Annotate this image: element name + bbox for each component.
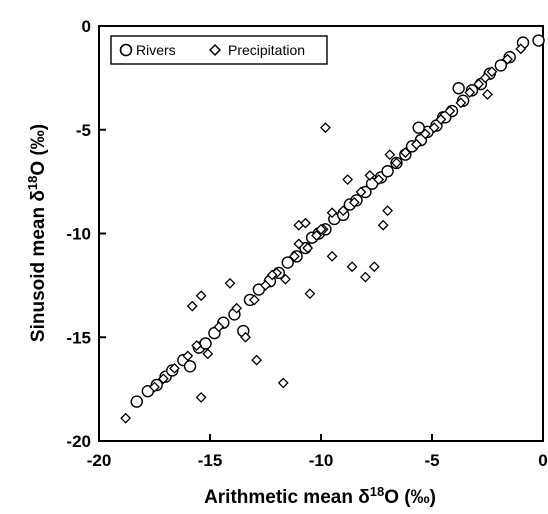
precipitation-point — [260, 279, 271, 291]
precipitation-point — [384, 149, 396, 161]
precipitation-point — [293, 238, 305, 250]
precipitation-point — [157, 373, 169, 385]
river-point — [281, 256, 294, 269]
precipitation-point — [202, 348, 214, 360]
x-tick-label: -20 — [87, 451, 112, 470]
precipitation-point — [224, 277, 236, 289]
river-point — [183, 360, 197, 373]
river-point — [199, 337, 212, 350]
legend-label-precipitation: Precipitation — [228, 42, 305, 58]
precipitation-point — [348, 196, 360, 208]
precipitation-point — [326, 250, 338, 262]
precipitation-point — [311, 230, 322, 241]
precipitation-point — [486, 66, 498, 78]
precipitation-point — [502, 53, 513, 65]
precipitation-point — [149, 381, 160, 393]
precipitation-point — [315, 223, 327, 235]
legend: Rivers Precipitation — [110, 35, 328, 65]
precipitation-point — [191, 340, 203, 351]
precipitation-point — [455, 97, 467, 109]
x-tick-label: -5 — [424, 451, 439, 470]
precipitation-point — [288, 250, 300, 262]
x-tick-label: -15 — [198, 451, 223, 470]
precipitation-point — [346, 261, 358, 273]
precipitation-point — [326, 207, 338, 219]
legend-marker-precipitation — [208, 43, 222, 57]
y-tick-label: -5 — [76, 121, 91, 140]
y-tick-label: -20 — [66, 432, 91, 451]
precipitation-point — [320, 122, 331, 134]
precipitation-point — [231, 302, 243, 314]
precipitation-point — [304, 288, 316, 300]
precipitation-point — [435, 113, 447, 125]
x-axis-title: Arithmetic mean δ18O (‰) — [204, 484, 436, 509]
y-tick-label: -15 — [66, 328, 91, 347]
precipitation-point — [464, 86, 476, 98]
precipitation-point — [364, 169, 376, 181]
river-point — [412, 121, 425, 134]
precipitation-point — [169, 362, 180, 374]
river-point — [130, 395, 143, 408]
precipitation-point — [186, 300, 198, 312]
precipitation-point — [419, 128, 431, 140]
precipitation-point — [342, 174, 354, 185]
river-point — [381, 165, 394, 178]
precipitation-point — [377, 219, 389, 231]
precipitation-point — [280, 273, 291, 285]
river-point — [494, 59, 508, 72]
precipitation-point — [195, 392, 207, 403]
river-point — [532, 34, 545, 47]
precipitation-point — [302, 242, 314, 254]
precipitation-point — [373, 174, 385, 185]
x-tick-label: 0 — [538, 451, 547, 470]
precipitation-point — [382, 205, 394, 217]
x-tick-label: -10 — [309, 451, 334, 470]
precipitation-point — [300, 217, 311, 229]
precipitation-point — [399, 147, 411, 158]
precipitation-point — [479, 72, 491, 84]
legend-label-rivers: Rivers — [136, 42, 176, 58]
precipitation-point — [355, 186, 367, 198]
precipitation-point — [428, 122, 440, 134]
precipitation-point — [266, 269, 278, 281]
precipitation-point — [368, 261, 380, 273]
precipitation-point — [248, 294, 260, 306]
precipitation-point — [391, 157, 402, 169]
precipitation-point — [182, 350, 194, 362]
precipitation-point — [337, 205, 349, 217]
precipitation-point — [277, 377, 289, 389]
precipitation-point — [411, 138, 422, 150]
precipitation-point — [251, 354, 263, 366]
precipitation-point — [444, 105, 456, 117]
y-tick-label: 0 — [82, 17, 91, 36]
precipitation-point — [482, 89, 493, 100]
y-tick-label: -10 — [66, 225, 91, 244]
y-axis-title: Sinusoid mean δ18O (‰) — [25, 124, 50, 342]
precipitation-point — [240, 331, 251, 343]
precipitation-point — [213, 321, 225, 333]
precipitation-point — [195, 290, 207, 302]
precipitation-point — [359, 271, 371, 283]
precipitation-point — [515, 43, 527, 55]
precipitation-point — [473, 78, 485, 90]
river-point — [452, 82, 465, 95]
precipitation-point — [120, 412, 132, 424]
legend-marker-rivers — [119, 43, 133, 57]
